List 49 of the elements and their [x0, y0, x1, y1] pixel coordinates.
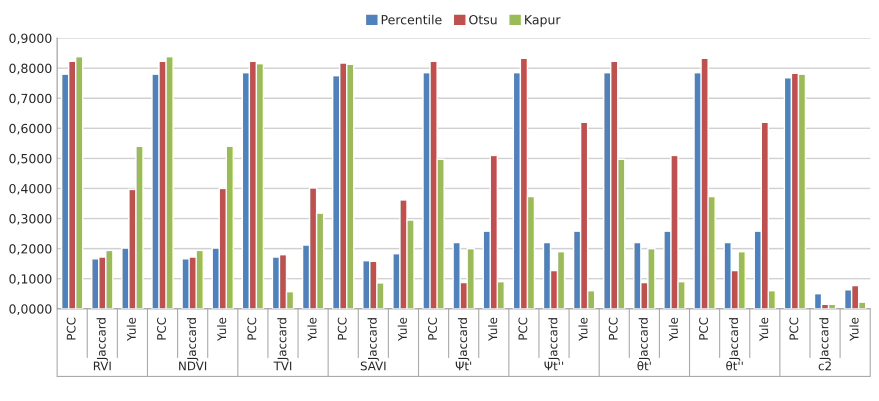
legend-label: Kapur [525, 15, 561, 27]
text: Ψt'' [544, 362, 564, 370]
y-tick-label: 0,1000 [9, 274, 52, 285]
y-tick-label: 0,7000 [9, 94, 52, 104]
x-tick-label: Yule [307, 318, 317, 342]
x-tick-label: PCC [428, 318, 437, 340]
legend-label: Percentile [382, 14, 442, 24]
text: c2 [818, 361, 831, 370]
x-tick-label: Yule [126, 318, 136, 342]
x-tick-label: Yule [398, 318, 407, 342]
text: θt' [637, 361, 651, 370]
y-tick-label: 0,2000 [9, 244, 52, 255]
x-tick-label: Jaccard [819, 318, 831, 361]
y-tick-label: 0,4000 [9, 184, 52, 195]
x-tick-label: Yule [759, 318, 768, 342]
x-tick-label: Jaccard [548, 318, 560, 361]
x-tick-label: Yule [849, 318, 859, 342]
y-tick-label: 0,5000 [9, 154, 52, 165]
x-tick-label: Jaccard [638, 318, 650, 361]
x-tick-label: Yule [578, 318, 588, 342]
x-tick-label: PCC [338, 318, 347, 340]
x-tick-label: Jaccard [186, 318, 198, 361]
x-tick-label: PCC [247, 318, 256, 340]
x-tick-label: Jaccard [368, 318, 379, 361]
x-tick-label: Yule [668, 318, 678, 342]
x-tick-label: PCC [157, 318, 166, 340]
legend-label: Otsu [469, 14, 497, 24]
y-tick-label: 0,9000 [9, 34, 52, 44]
x-tick-label: PCC [789, 318, 798, 340]
x-tick-label: PCC [518, 318, 528, 340]
y-tick-label: 0,6000 [9, 124, 52, 135]
y-tick-label: 0,3000 [9, 214, 52, 225]
x-tick-label: PCC [699, 318, 708, 340]
x-tick-label: Yule [488, 318, 498, 342]
x-tick-label: Jaccard [728, 318, 740, 361]
text: θt'' [726, 361, 743, 370]
x-tick-label: Yule [217, 318, 226, 342]
y-tick-label: 0,8000 [9, 64, 52, 74]
text: RVI [94, 362, 111, 370]
text: TVI [274, 362, 292, 370]
x-tick-label: Jaccard [96, 318, 108, 361]
x-tick-label: PCC [66, 318, 76, 340]
x-tick-label: Jaccard [458, 318, 470, 361]
x-tick-label: Jaccard [277, 318, 289, 361]
x-tick-label: PCC [608, 318, 618, 340]
text: NDVI [179, 362, 206, 370]
text: SAVI [360, 361, 386, 370]
y-tick-label: 0,0000 [9, 304, 52, 315]
text: Ψt' [456, 362, 472, 370]
